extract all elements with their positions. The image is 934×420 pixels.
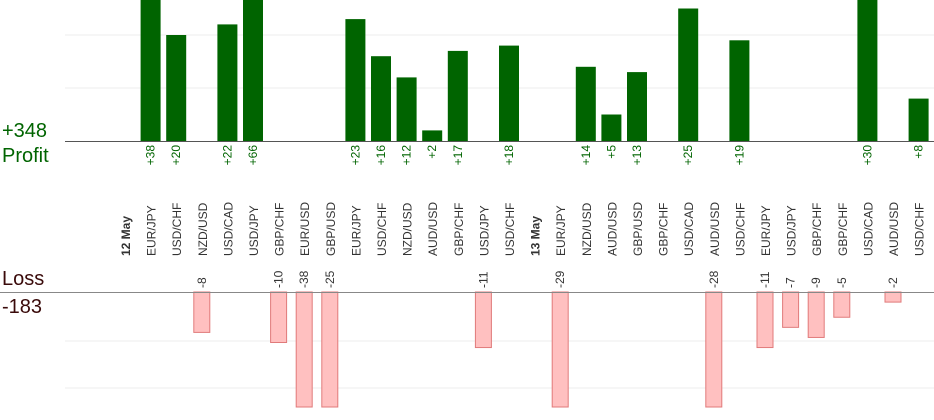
profit-bar: [447, 50, 468, 141]
category-label: USD/CHF: [733, 203, 747, 256]
loss-bar: [807, 291, 825, 338]
profit-bar: [396, 77, 417, 141]
loss-bar: [884, 291, 902, 303]
profit-bar: [908, 98, 929, 141]
category-label: GBP/CHF: [836, 203, 850, 256]
category-label: GBP/CHF: [810, 203, 824, 256]
loss-label: Loss: [2, 268, 45, 290]
category-label: EUR/USD: [298, 202, 312, 256]
loss-value-label: -9: [809, 277, 823, 288]
loss-total: -183: [2, 296, 43, 318]
category-label: USD/CAD: [682, 202, 696, 256]
loss-bar: [756, 291, 774, 349]
loss-bar: [474, 291, 492, 349]
profit-value-label: +66: [246, 145, 260, 166]
loss-bar: [193, 291, 211, 333]
profit-bar: [499, 45, 519, 141]
category-label: AUD/USD: [887, 202, 901, 256]
profit-bar: [627, 72, 647, 141]
profit-bar: [601, 114, 622, 141]
profit-value-label: +38: [144, 145, 158, 166]
profit-bar: [140, 0, 161, 141]
category-label: USD/CHF: [503, 203, 517, 256]
date-group-label: 12 May: [119, 216, 133, 256]
loss-value-label: -38: [297, 270, 311, 288]
profit-value-label: +5: [604, 145, 618, 159]
loss-bar: [270, 291, 288, 343]
profit-bar: [575, 66, 596, 141]
profit-bar: [678, 8, 699, 141]
profit-bar: [729, 40, 750, 141]
profit-value-label: +23: [348, 145, 362, 166]
profit-value-label: +13: [630, 145, 644, 166]
loss-value-label: -11: [758, 271, 772, 288]
category-label: EUR/JPY: [145, 205, 159, 256]
category-label: AUD/USD: [426, 202, 440, 256]
profit-value-label: +18: [502, 145, 516, 166]
category-label: GBP/CHF: [657, 203, 671, 256]
category-label: GBP/USD: [631, 202, 645, 256]
profit-value-label: +12: [400, 145, 414, 166]
category-label: USD/CAD: [221, 202, 235, 256]
loss-value-label: -28: [707, 270, 721, 288]
loss-bar: [295, 291, 313, 408]
profit-label: Profit: [2, 145, 49, 167]
category-label: USD/CHF: [375, 203, 389, 256]
category-label: USD/CHF: [913, 203, 927, 256]
profit-value-label: +19: [732, 145, 746, 166]
category-label: AUD/USD: [708, 202, 722, 256]
category-label: NZD/USD: [580, 202, 594, 256]
category-label: EUR/JPY: [349, 205, 363, 256]
profit-value-label: +14: [579, 145, 593, 166]
profit-bar: [243, 0, 263, 141]
profit-value-label: +22: [220, 145, 234, 166]
profit-value-label: +25: [681, 145, 695, 166]
loss-value-label: -8: [195, 277, 209, 288]
category-label: USD/JPY: [785, 205, 799, 256]
loss-value-label: -10: [272, 270, 286, 288]
profit-bar: [166, 35, 187, 141]
category-label: AUD/USD: [605, 202, 619, 256]
loss-bar: [551, 291, 569, 408]
profit-value-label: +30: [860, 145, 874, 166]
category-label: NZD/USD: [196, 202, 210, 256]
profit-value-label: +2: [425, 145, 439, 159]
profit-bar: [857, 0, 878, 141]
loss-value-label: -25: [323, 270, 337, 288]
profit-value-label: +16: [374, 145, 388, 166]
category-label: EUR/JPY: [759, 205, 773, 256]
loss-bar: [833, 291, 851, 318]
category-label: GBP/CHF: [452, 203, 466, 256]
profit-bar: [345, 19, 366, 142]
loss-value-label: -5: [835, 277, 849, 288]
category-label: GBP/CHF: [273, 203, 287, 256]
loss-bar: [705, 291, 723, 408]
loss-bar: [321, 291, 339, 408]
profit-total: +348: [2, 120, 48, 142]
loss-value-label: -11: [476, 271, 490, 288]
profit-value-label: +17: [451, 145, 465, 166]
category-label: USD/CHF: [170, 203, 184, 256]
profit-bar: [422, 130, 443, 141]
profit-value-label: +8: [912, 145, 926, 159]
loss-value-label: -7: [784, 277, 798, 288]
loss-bar: [782, 291, 800, 328]
date-group-label: 13 May: [529, 216, 543, 256]
category-label: NZD/USD: [401, 202, 415, 256]
category-label: EUR/JPY: [554, 205, 568, 256]
category-label: USD/CAD: [861, 202, 875, 256]
profit-bar: [217, 24, 238, 141]
profit-bar: [371, 56, 391, 142]
loss-value-label: -2: [886, 277, 900, 288]
profit-value-label: +20: [169, 145, 183, 166]
category-label: USD/JPY: [247, 205, 261, 256]
category-label: GBP/USD: [324, 202, 338, 256]
loss-value-label: -29: [553, 270, 567, 288]
category-label: USD/JPY: [477, 205, 491, 256]
